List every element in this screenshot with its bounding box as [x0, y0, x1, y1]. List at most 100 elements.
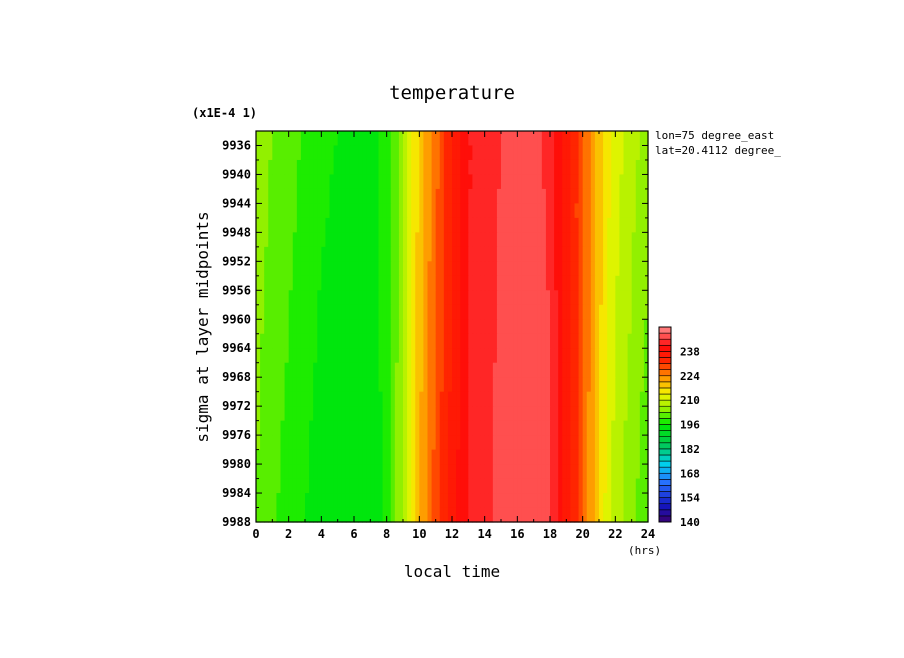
heatmap-cell	[321, 493, 327, 509]
heatmap-cell	[501, 232, 506, 248]
heatmap-cell	[492, 246, 498, 262]
heatmap-cell	[447, 319, 453, 335]
heatmap-cell	[284, 478, 290, 494]
heatmap-cell	[464, 464, 469, 480]
heatmap-cell	[615, 348, 621, 364]
heatmap-cell	[456, 203, 461, 219]
heatmap-cell	[619, 232, 625, 248]
heatmap-cell	[452, 145, 457, 161]
heatmap-cell	[558, 188, 563, 205]
heatmap-cell	[325, 362, 331, 378]
heatmap-cell	[578, 131, 584, 147]
heatmap-cell	[496, 362, 502, 378]
heatmap-cell	[452, 275, 457, 291]
heatmap-cell	[321, 145, 327, 161]
heatmap-cell	[362, 348, 367, 364]
heatmap-cell	[529, 159, 535, 176]
heatmap-cell	[501, 188, 506, 205]
heatmap-cell	[325, 478, 331, 494]
heatmap-cell	[329, 188, 335, 205]
heatmap-cell	[366, 420, 371, 436]
heatmap-cell	[431, 478, 437, 494]
heatmap-cell	[541, 319, 547, 335]
heatmap-cell	[492, 304, 498, 320]
heatmap-cell	[509, 304, 514, 320]
heatmap-cell	[468, 362, 474, 378]
heatmap-cell	[443, 333, 449, 349]
heatmap-cell	[256, 203, 261, 219]
heatmap-cell	[517, 449, 523, 465]
heatmap-cell	[631, 420, 637, 436]
heatmap-cell	[435, 217, 441, 233]
heatmap-cell	[317, 449, 322, 465]
heatmap-cell	[578, 406, 584, 422]
heatmap-cell	[374, 333, 380, 349]
heatmap-cell	[439, 131, 445, 147]
heatmap-cell	[272, 217, 278, 233]
heatmap-cell	[431, 261, 437, 277]
heatmap-cell	[513, 304, 518, 320]
heatmap-cell	[419, 174, 425, 190]
heatmap-cell	[317, 290, 322, 306]
heatmap-cell	[529, 493, 535, 509]
heatmap-cell	[582, 348, 588, 364]
heatmap-cell	[284, 362, 290, 378]
heatmap-cell	[415, 217, 420, 233]
heatmap-cell	[394, 188, 400, 205]
heatmap-cell	[407, 159, 412, 176]
heatmap-cell	[537, 174, 543, 190]
heatmap-cell	[607, 174, 612, 190]
heatmap-cell	[288, 493, 294, 509]
heatmap-cell	[431, 377, 437, 393]
heatmap-cell	[578, 420, 584, 436]
heatmap-cell	[280, 391, 286, 407]
heatmap-cell	[415, 406, 420, 422]
heatmap-cell	[296, 275, 302, 291]
heatmap-cell	[309, 174, 314, 190]
heatmap-cell	[639, 203, 645, 219]
heatmap-cell	[345, 275, 351, 291]
heatmap-cell	[594, 159, 600, 176]
heatmap-cell	[284, 420, 290, 436]
heatmap-cell	[398, 290, 404, 306]
heatmap-cell	[415, 478, 420, 494]
heatmap-cell	[488, 232, 494, 248]
heatmap-cell	[296, 145, 302, 161]
heatmap-cell	[280, 348, 286, 364]
heatmap-cell	[476, 145, 482, 161]
heatmap-cell	[337, 304, 343, 320]
heatmap-cell	[349, 275, 355, 291]
heatmap-cell	[398, 246, 404, 262]
heatmap-cell	[333, 275, 339, 291]
heatmap-cell	[337, 261, 343, 277]
heatmap-cell	[329, 391, 335, 407]
heatmap-cell	[256, 159, 261, 176]
heatmap-cell	[427, 275, 433, 291]
heatmap-cell	[292, 232, 298, 248]
heatmap-cell	[505, 435, 510, 451]
heatmap-cell	[619, 159, 625, 176]
heatmap-cell	[268, 203, 273, 219]
heatmap-cell	[517, 145, 523, 161]
heatmap-cell	[603, 377, 608, 393]
heatmap-cell	[370, 507, 376, 523]
heatmap-cell	[341, 420, 347, 436]
heatmap-cell	[284, 333, 290, 349]
heatmap-cell	[288, 203, 294, 219]
heatmap-cell	[321, 174, 327, 190]
x-tick-label: 4	[318, 527, 325, 541]
heatmap-cell	[611, 304, 616, 320]
heatmap-cell	[398, 435, 404, 451]
heatmap-cell	[607, 319, 612, 335]
heatmap-cell	[472, 435, 478, 451]
heatmap-cell	[509, 246, 514, 262]
heatmap-cell	[537, 333, 543, 349]
heatmap-cell	[631, 145, 637, 161]
heatmap-cell	[570, 232, 576, 248]
heatmap-cell	[370, 188, 376, 205]
heatmap-cell	[607, 203, 612, 219]
heatmap-cell	[639, 131, 645, 147]
heatmap-cell	[411, 362, 416, 378]
heatmap-cell	[305, 507, 310, 523]
heatmap-cell	[309, 217, 314, 233]
